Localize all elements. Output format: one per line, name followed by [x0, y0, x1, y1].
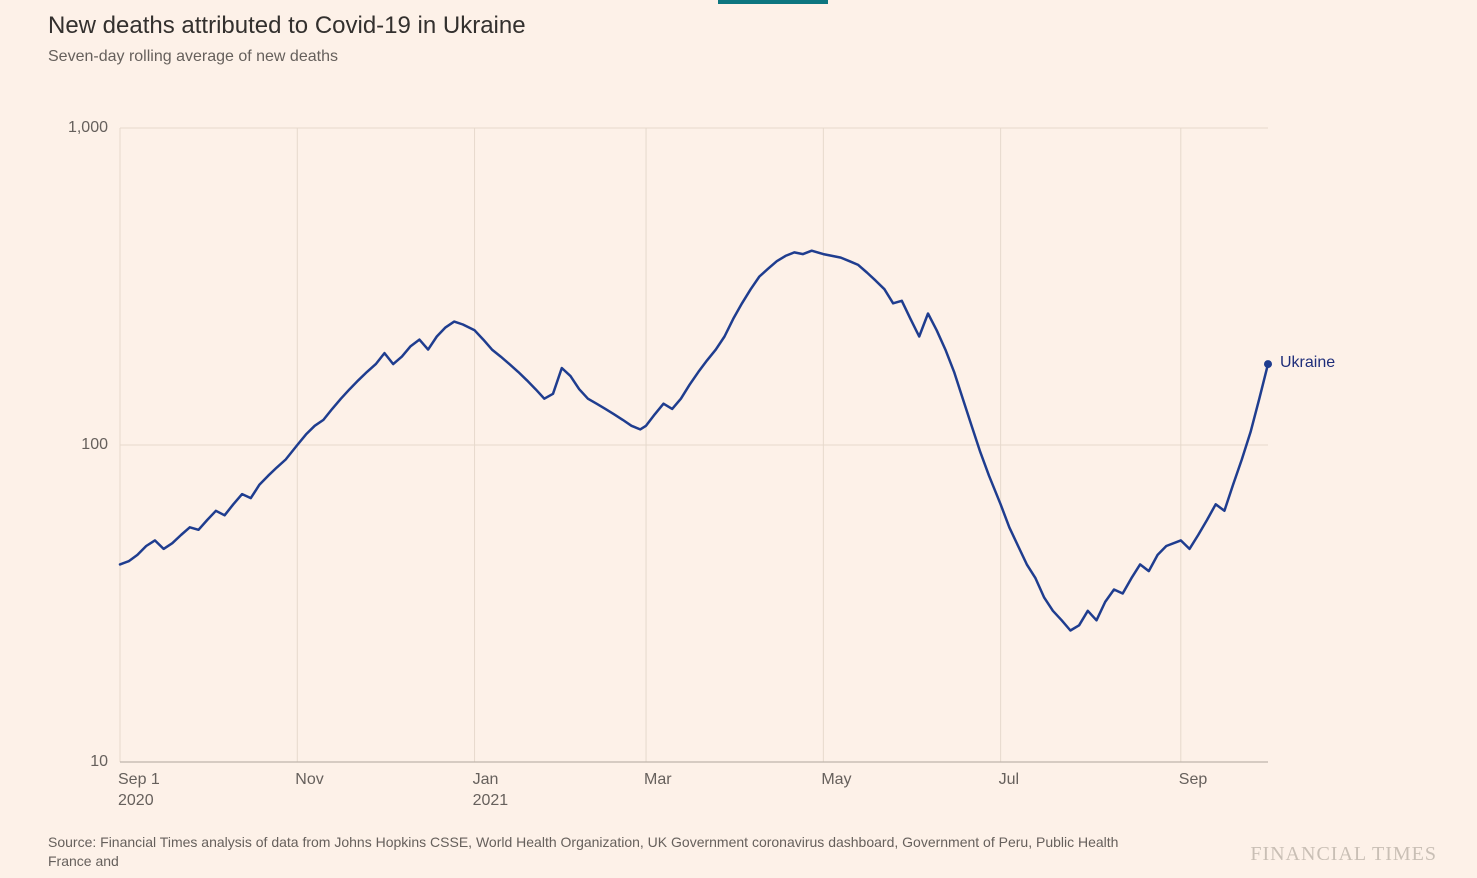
x-tick-label: Sep	[1179, 770, 1207, 791]
y-tick-label: 1,000	[48, 119, 108, 137]
series-label: Ukraine	[1280, 354, 1335, 372]
x-tick-label: May	[821, 770, 851, 791]
x-tick-label: Nov	[295, 770, 323, 791]
plot-area: 10 100 1,000 Sep 12020 Nov Jan2021 Mar May Jul Se…	[48, 100, 1428, 820]
chart-title: New deaths attributed to Covid-19 in Ukr…	[48, 12, 526, 40]
source-text: Source: Financial Times analysis of data…	[48, 833, 1148, 872]
brand-mark: FINANCIAL TIMES	[1250, 843, 1437, 866]
chart-subtitle: Seven-day rolling average of new deaths	[48, 48, 338, 66]
x-tick-label: Jul	[999, 770, 1019, 791]
y-tick-label: 10	[48, 753, 108, 771]
y-tick-label: 100	[48, 436, 108, 454]
chart-svg	[48, 100, 1428, 820]
tab-indicator	[718, 0, 828, 4]
x-tick-label: Mar	[644, 770, 672, 791]
x-tick-label: Sep 12020	[118, 770, 160, 812]
x-tick-label: Jan2021	[473, 770, 509, 812]
